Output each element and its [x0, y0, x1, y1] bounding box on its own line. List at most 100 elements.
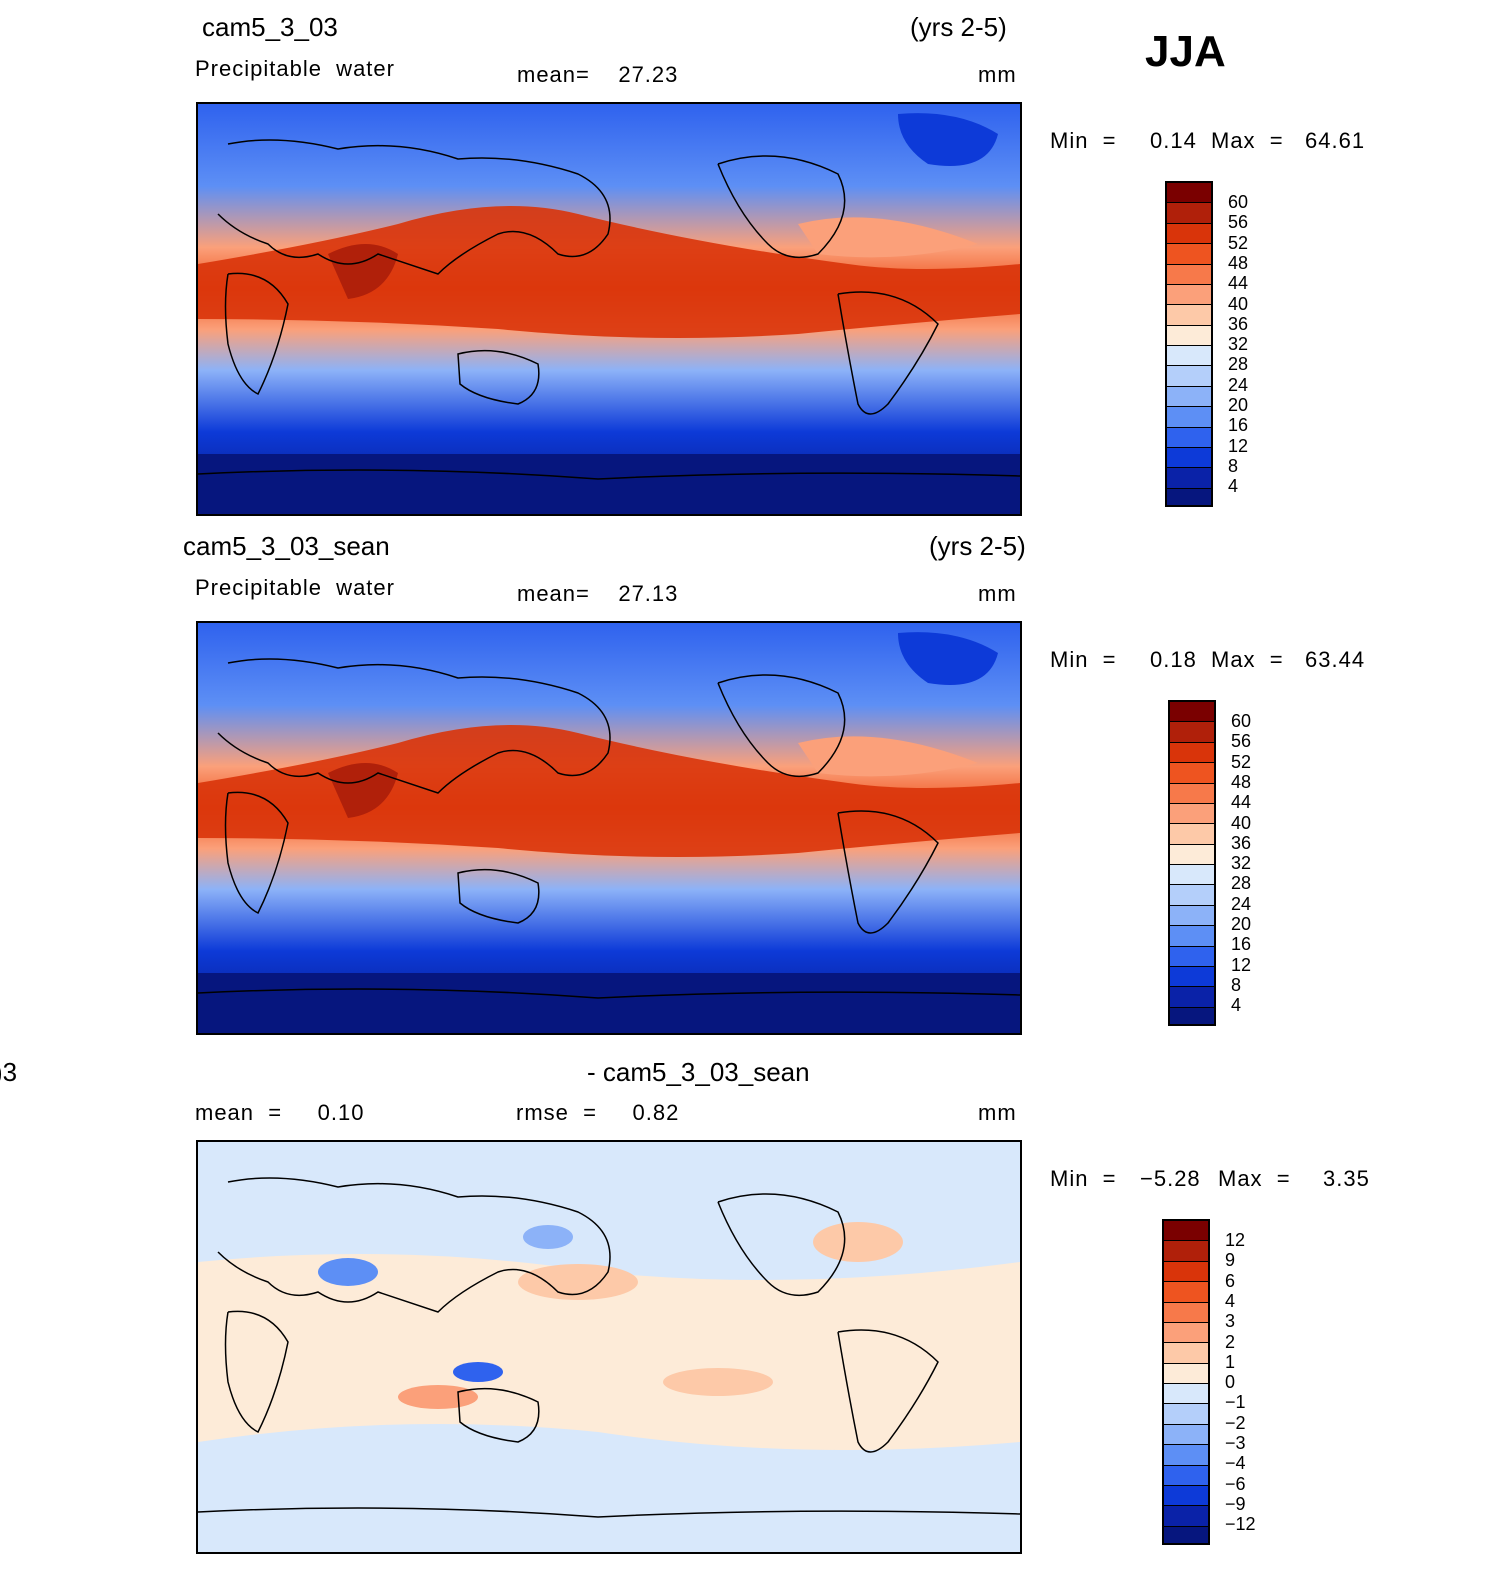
- panel2-caribbean: [798, 736, 978, 777]
- colorbar-tick-label: −3: [1225, 1433, 1246, 1453]
- panel1-max-value: 64.61: [1305, 128, 1366, 153]
- panel3-anomaly-7: [813, 1222, 903, 1262]
- panel2-max-value: 63.44: [1305, 647, 1366, 672]
- colorbar-swatch: [1170, 946, 1214, 967]
- colorbar-swatch: [1167, 447, 1211, 469]
- colorbar-swatch: [1170, 783, 1214, 804]
- colorbar-tick-label: 12: [1231, 954, 1252, 975]
- colorbar-tick-label: −1: [1225, 1392, 1246, 1413]
- panel1-greenland: [898, 113, 998, 166]
- panel1-map: [196, 102, 1022, 516]
- panel1-case-name: cam5_3_03: [202, 12, 338, 42]
- colorbar-swatch: [1167, 488, 1211, 505]
- colorbar-swatch: [1167, 264, 1211, 285]
- panel3-colorbar: [1162, 1219, 1210, 1545]
- colorbar-tick-label: 12: [1225, 1230, 1246, 1250]
- colorbar-swatch: [1170, 926, 1214, 947]
- panel1-variable: Precipitable water: [195, 56, 395, 81]
- panel2-coastlines: [198, 658, 1020, 999]
- panel3-case-left: )3: [0, 1057, 18, 1087]
- colorbar-swatch: [1167, 223, 1211, 245]
- colorbar-swatch: [1164, 1384, 1208, 1405]
- panel2-colorbar: [1168, 700, 1216, 1026]
- panel3-anomaly-2: [398, 1385, 478, 1409]
- colorbar-swatch: [1167, 203, 1211, 224]
- panel1-colorbar: [1165, 181, 1213, 507]
- colorbar-swatch: [1164, 1465, 1208, 1486]
- colorbar-tick-label: 52: [1231, 751, 1252, 772]
- panel3-max-value: 3.35: [1323, 1166, 1370, 1191]
- colorbar-swatch: [1164, 1363, 1208, 1384]
- colorbar-swatch: [1170, 803, 1214, 825]
- colorbar-swatch: [1167, 407, 1211, 428]
- panel3-anomaly-5: [453, 1362, 503, 1382]
- colorbar-tick-label: 3: [1225, 1311, 1236, 1332]
- panel1-units: mm: [978, 62, 1017, 87]
- colorbar-swatch: [1164, 1322, 1208, 1344]
- colorbar-tick-label: 56: [1228, 212, 1249, 233]
- colorbar-tick-label: 4: [1225, 1290, 1236, 1311]
- panel3-rmse: rmse = 0.82: [516, 1100, 680, 1125]
- colorbar-swatch: [1170, 987, 1214, 1008]
- colorbar-swatch: [1167, 366, 1211, 387]
- panel2-greenland: [898, 632, 998, 685]
- panel3-anomaly-3: [663, 1368, 773, 1396]
- colorbar-tick-label: 32: [1231, 853, 1252, 874]
- colorbar-tick-label: 48: [1228, 252, 1249, 273]
- colorbar-swatch: [1170, 865, 1214, 886]
- panel2-units: mm: [978, 581, 1017, 606]
- colorbar-tick-label: −9: [1225, 1493, 1246, 1514]
- colorbar-swatch: [1170, 742, 1214, 764]
- colorbar-tick-label: 8: [1228, 455, 1239, 476]
- panel2-case-name: cam5_3_03_sean: [183, 531, 390, 561]
- colorbar-tick-label: −12: [1225, 1514, 1256, 1535]
- colorbar-tick-label: 1: [1225, 1351, 1236, 1372]
- colorbar-tick-label: 16: [1228, 415, 1249, 436]
- panel1-min-label: Min =: [1050, 128, 1117, 153]
- panel1-south-asia-max: [328, 244, 398, 299]
- panel2-map-svg: [198, 623, 1020, 1033]
- colorbar-swatch: [1167, 386, 1211, 408]
- colorbar-swatch: [1170, 1007, 1214, 1024]
- panel1-coastlines: [198, 139, 1020, 480]
- colorbar-tick-label: 28: [1228, 354, 1249, 375]
- colorbar-tick-label: 44: [1228, 273, 1249, 294]
- colorbar-swatch: [1164, 1302, 1208, 1323]
- colorbar-tick-label: 60: [1228, 192, 1249, 212]
- panel3-map-svg: [198, 1142, 1020, 1552]
- colorbar-swatch: [1170, 966, 1214, 988]
- panel3-map: [196, 1140, 1022, 1554]
- panel1-map-svg: [198, 104, 1020, 514]
- colorbar-tick-label: 44: [1231, 792, 1252, 813]
- colorbar-swatch: [1164, 1485, 1208, 1507]
- panel2-mean: mean= 27.13: [517, 581, 679, 606]
- colorbar-swatch: [1164, 1506, 1208, 1527]
- colorbar-swatch: [1164, 1282, 1208, 1303]
- colorbar-swatch: [1164, 1526, 1208, 1543]
- colorbar-swatch: [1164, 1343, 1208, 1364]
- colorbar-tick-label: 36: [1228, 313, 1249, 334]
- colorbar-swatch: [1167, 468, 1211, 489]
- panel3-mean: mean = 0.10: [195, 1100, 365, 1125]
- panel2-min-value: 0.18: [1150, 647, 1197, 672]
- colorbar-tick-label: 8: [1231, 974, 1242, 995]
- colorbar-tick-label: 40: [1228, 293, 1249, 314]
- panel1-antarctic: [198, 454, 1020, 514]
- panel1-caribbean: [798, 217, 978, 258]
- colorbar-tick-label: −4: [1225, 1453, 1246, 1474]
- colorbar-swatch: [1164, 1445, 1208, 1466]
- panel3-anomaly-4: [318, 1258, 378, 1286]
- colorbar-swatch: [1164, 1221, 1208, 1242]
- colorbar-tick-label: 6: [1225, 1270, 1236, 1291]
- colorbar-swatch: [1170, 844, 1214, 865]
- colorbar-swatch: [1170, 702, 1214, 723]
- colorbar-swatch: [1170, 885, 1214, 906]
- panel2-variable: Precipitable water: [195, 575, 395, 600]
- colorbar-tick-label: 40: [1231, 812, 1252, 833]
- panel1-min-value: 0.14: [1150, 128, 1197, 153]
- colorbar-swatch: [1167, 325, 1211, 346]
- colorbar-tick-label: 52: [1228, 232, 1249, 253]
- colorbar-tick-label: 28: [1231, 873, 1252, 894]
- colorbar-tick-label: 4: [1231, 995, 1242, 1016]
- panel2-tropical-band: [198, 725, 1020, 857]
